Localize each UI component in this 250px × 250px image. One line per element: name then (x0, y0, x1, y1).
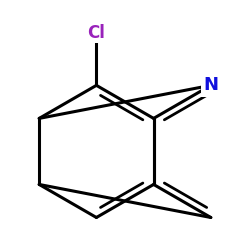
Text: Cl: Cl (88, 24, 105, 42)
Text: N: N (203, 76, 218, 94)
